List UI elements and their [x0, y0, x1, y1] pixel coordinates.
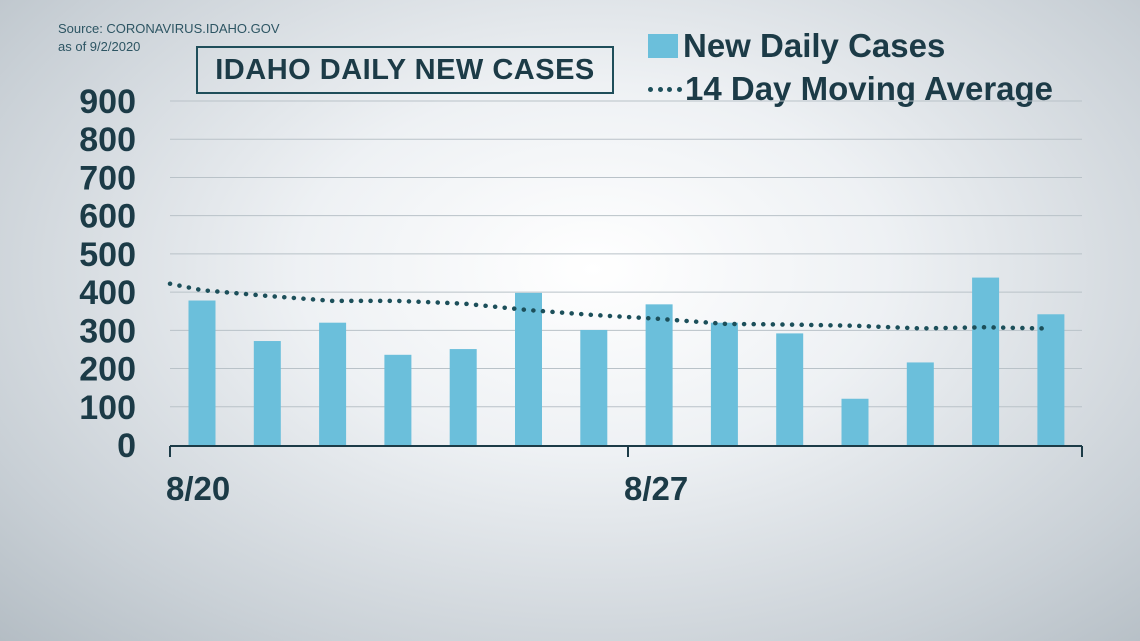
- y-tick-label: 600: [79, 198, 136, 236]
- bar-8-23: [384, 354, 412, 445]
- legend: New Daily Cases 14 Day Moving Average: [648, 26, 1053, 112]
- y-tick-label: 500: [79, 236, 136, 274]
- source-note: Source: CORONAVIRUS.IDAHO.GOV as of 9/2/…: [58, 20, 280, 56]
- moving-average-dots: [167, 281, 1045, 331]
- bar-8-22: [319, 322, 347, 445]
- y-tick-label: 400: [79, 274, 136, 312]
- legend-item-bars: New Daily Cases: [648, 26, 1053, 66]
- x-tick-label: 8/27: [624, 470, 688, 507]
- y-tick-label: 900: [79, 83, 136, 121]
- bar-8-26: [580, 329, 608, 445]
- moving-average-line: [167, 281, 1045, 331]
- x-axis: 8/20 8/27: [166, 445, 1083, 507]
- chart-title: IDAHO DAILY NEW CASES: [196, 46, 614, 94]
- y-tick-label: 0: [117, 427, 136, 465]
- legend-dotted-swatch: [648, 86, 682, 92]
- bar-8-27: [645, 304, 673, 445]
- y-tick-label: 700: [79, 159, 136, 197]
- bar-8-25: [515, 292, 542, 445]
- x-tick-label: 8/20: [166, 470, 230, 507]
- bar-8-29: [776, 333, 804, 445]
- bar-8-20: [188, 300, 216, 445]
- bars: [188, 277, 1065, 445]
- bar-8-24: [449, 349, 477, 445]
- y-tick-label: 300: [79, 312, 136, 350]
- source-line: Source: CORONAVIRUS.IDAHO.GOV: [58, 21, 280, 36]
- gridlines: [170, 100, 1082, 408]
- bar-9-1: [972, 277, 1000, 445]
- y-tick-label: 100: [79, 389, 136, 427]
- y-tick-label: 200: [79, 351, 136, 389]
- bar-8-31: [906, 362, 934, 445]
- bar-8-21: [253, 341, 281, 445]
- legend-bar-swatch: [648, 34, 678, 58]
- date-line: as of 9/2/2020: [58, 39, 141, 54]
- bar-8-30: [841, 398, 869, 445]
- y-tick-label: 800: [79, 121, 136, 159]
- legend-label-bars: New Daily Cases: [683, 27, 946, 64]
- bar-9-2: [1037, 314, 1065, 445]
- bar-8-28: [710, 322, 738, 445]
